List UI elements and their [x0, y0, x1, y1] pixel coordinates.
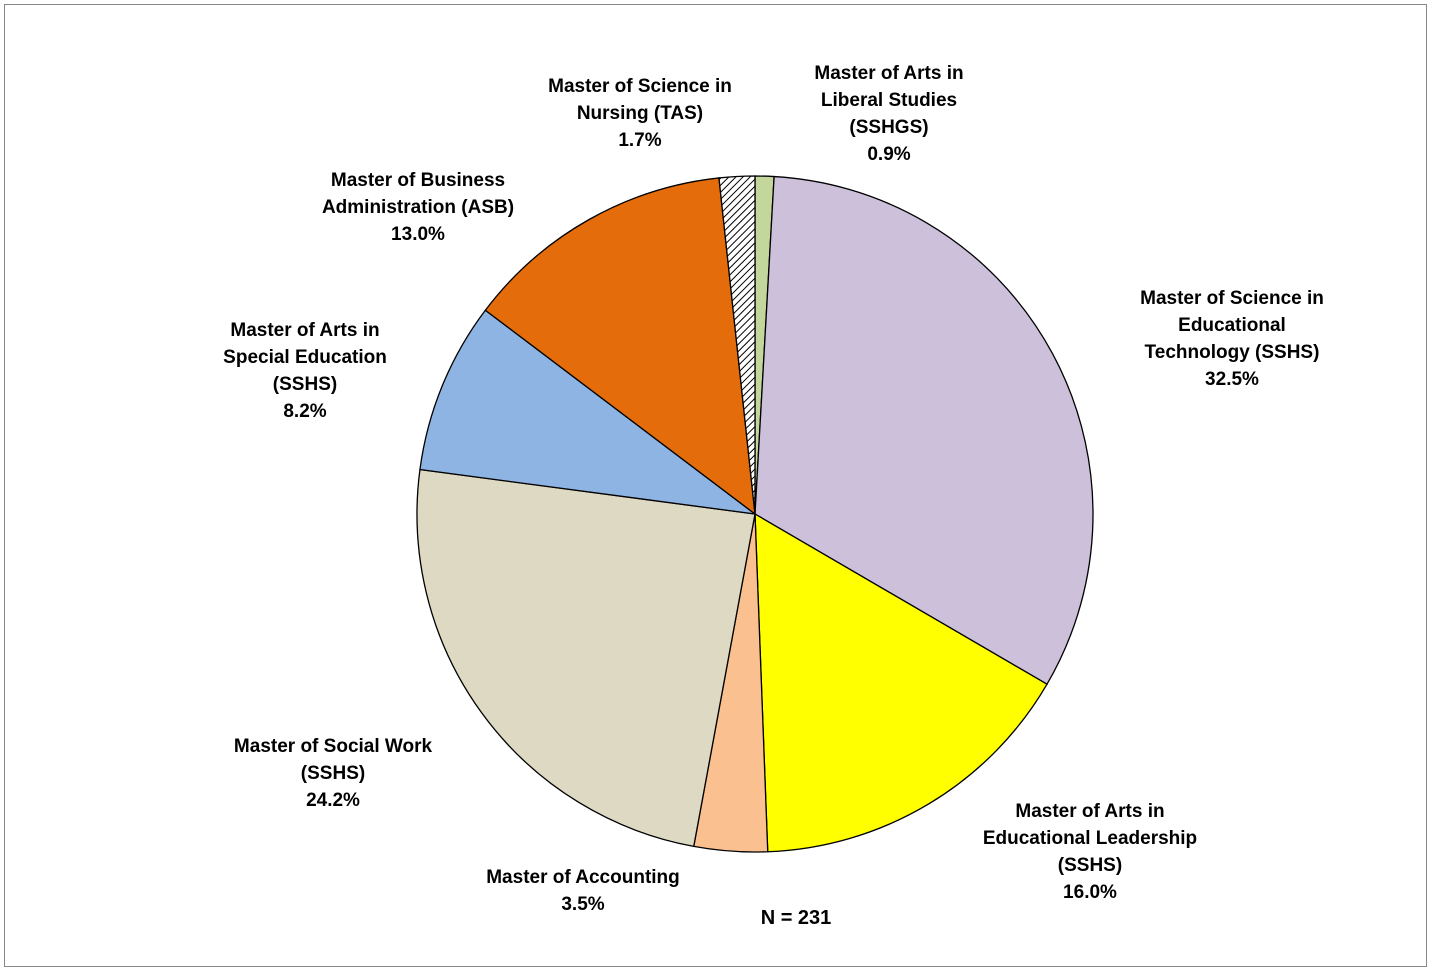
category: Master of Arts in Liberal Studies (SSHGS… [814, 63, 964, 138]
slice-label: Master of Science in Educational Technol… [1140, 285, 1324, 393]
frame [4, 4, 1427, 967]
value-label: 24.2% [306, 790, 360, 811]
pie-slice [718, 175, 756, 515]
value-label: 16.0% [1063, 882, 1117, 903]
category: Master of Social Work (SSHS) [233, 736, 433, 784]
category: Master of Science in Educational Technol… [1140, 288, 1324, 363]
slice-label: Master of Arts in Special Education (SSH… [223, 317, 387, 425]
value-label: 8.2% [283, 401, 327, 422]
pie-slice [419, 309, 758, 515]
value-label: 32.5% [1205, 369, 1259, 390]
slice-label: Master of Arts in Educational Leadership… [983, 798, 1197, 906]
pie-slice [416, 468, 756, 848]
value-label: 13.0% [391, 224, 445, 245]
slice-label: Master of Science in Nursing (TAS) 1.7% [548, 73, 732, 154]
category: Master of Accounting [486, 867, 680, 888]
category: Master of Arts in Special Education (SSH… [223, 320, 387, 395]
slice-label: Master of Social Work (SSHS) 24.2% [234, 733, 432, 814]
value-label: 0.9% [867, 144, 911, 165]
pie-slice [754, 512, 1048, 853]
category: Master of Science in Nursing (TAS) [548, 76, 732, 124]
slice-label: Master of Arts in Liberal Studies (SSHGS… [814, 60, 963, 168]
pie-slice [754, 175, 1094, 686]
pie-slice [484, 177, 756, 516]
note: N = 231 [760, 907, 832, 929]
slice-label: Master of Business Administration (ASB) 1… [322, 167, 514, 248]
category: Master of Arts in Educational Leadership… [982, 801, 1198, 876]
category: Master of Business Administration (ASB) [321, 170, 515, 218]
slice-label: Master of Accounting 3.5% [486, 864, 680, 918]
value-label: 3.5% [561, 894, 605, 915]
value-label: 1.7% [618, 130, 662, 151]
